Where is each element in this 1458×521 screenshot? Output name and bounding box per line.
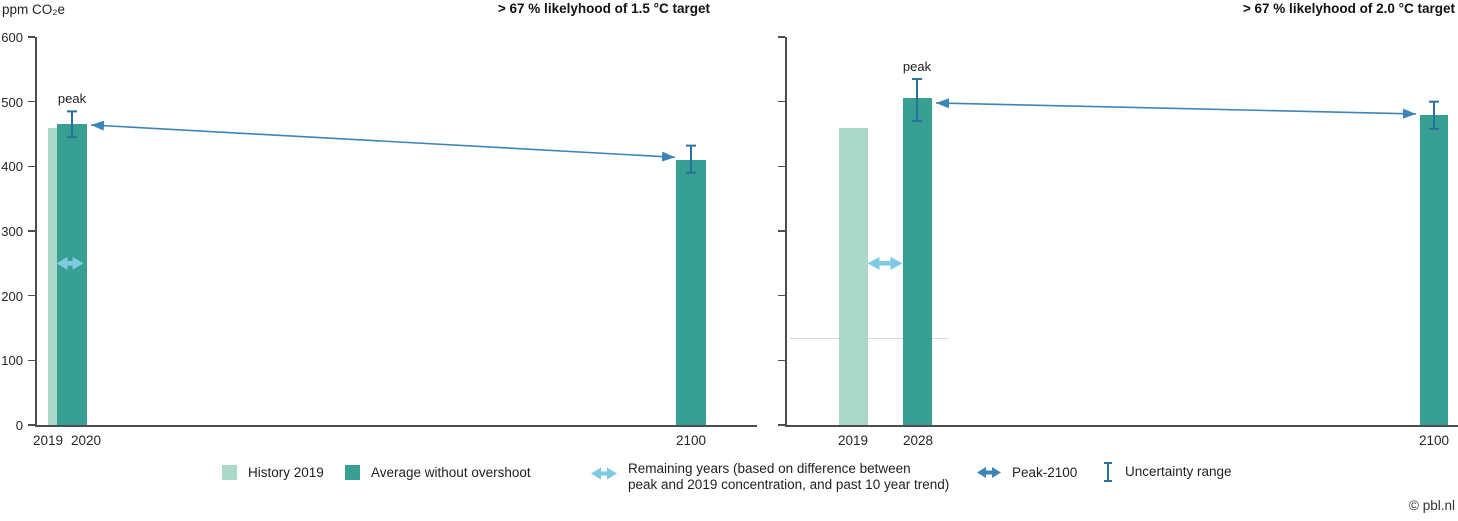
panel-left-y-tick-label: 400: [1, 159, 23, 175]
legend-item-average: Average without overshoot: [345, 465, 531, 481]
panel-left-y-tick-label: 200: [1, 288, 23, 304]
panel-left-bar-2100: [676, 159, 706, 425]
panel-right-x-axis: [785, 425, 1458, 427]
legend-label-uncertainty: Uncertainty range: [1125, 464, 1232, 479]
legend-label-history: History 2019: [248, 465, 324, 480]
panel-left-y-tick: [28, 294, 35, 297]
panel-right-bar-2019: [838, 127, 868, 425]
y-axis-unit-label: ppm CO₂e: [2, 2, 66, 17]
panel-left-x-label-2020: 2020: [70, 433, 102, 448]
panel-left-y-axis: [35, 37, 37, 425]
panel-title-2p0c: > 67 % likelyhood of 2.0 °C target: [1242, 1, 1455, 16]
panel-right-x-label-2019: 2019: [837, 433, 869, 448]
remaining-years-arrow-icon: [591, 467, 617, 480]
panel-right-bar-2100: [1420, 114, 1448, 425]
panel-left-x-label-2019: 2019: [32, 433, 64, 448]
panel-left-y-tick: [28, 100, 35, 103]
panel-title-1p5c: > 67 % likelyhood of 1.5 °C target: [497, 1, 710, 16]
panel-left-y-tick-label: 500: [1, 94, 23, 110]
panel-right-y-tick: [778, 36, 785, 38]
history-swatch-icon: [222, 465, 237, 480]
panel-right-y-tick: [778, 424, 785, 426]
legend-item-uncertainty: Uncertainty range: [1102, 461, 1232, 483]
panel-left-bar-2020: [57, 124, 87, 425]
legend-label-remaining-years: Remaining years (based on difference bet…: [628, 461, 950, 493]
panel-right-y-tick: [778, 165, 785, 168]
panel-left-y-tick-label: 600: [1, 30, 23, 45]
peak-2100-arrow-icon: [977, 467, 1001, 478]
panel-right-y-tick: [778, 100, 785, 103]
uncertainty-range-icon: [1104, 462, 1112, 482]
legend-label-peak-2100: Peak-2100: [1012, 465, 1078, 480]
panel-right-x-label-2028: 2028: [902, 433, 934, 448]
legend-item-peak-2100: Peak-2100: [977, 465, 1077, 481]
panel-right-peak-annotation: peak: [902, 59, 932, 75]
panel-left-y-tick-label: 100: [1, 353, 23, 369]
panel-left-x-label-2100: 2100: [675, 433, 707, 448]
panel-left-peak-annotation: peak: [57, 91, 87, 107]
panel-left-y-tick-label: 300: [1, 224, 23, 239]
panel-left-y-tick: [28, 36, 35, 38]
panel-right-y-tick: [778, 294, 785, 297]
panel-right-x-label-2100: 2100: [1418, 433, 1450, 448]
panel-right-bar-2028: [902, 98, 932, 425]
panel-left-y-tick: [28, 359, 35, 362]
panel-right-y-axis: [785, 37, 787, 425]
panel-right-y-tick: [778, 359, 785, 362]
panel-left-y-tick-label: 0: [15, 418, 23, 433]
legend-item-history: History 2019: [222, 465, 324, 481]
legend-label-average: Average without overshoot: [371, 465, 531, 480]
average-swatch-icon: [345, 465, 360, 480]
panel-left-y-tick: [28, 230, 35, 232]
credit-text: © pbl.nl: [1409, 498, 1455, 513]
panel-left-y-tick: [28, 424, 35, 426]
panel-right-y-tick: [778, 230, 785, 232]
panel-right-reference-line: [790, 337, 948, 339]
legend-item-remaining-years: Remaining years (based on difference bet…: [591, 461, 949, 493]
panel-left-x-axis: [35, 425, 757, 427]
panel-left-y-tick: [28, 165, 35, 168]
